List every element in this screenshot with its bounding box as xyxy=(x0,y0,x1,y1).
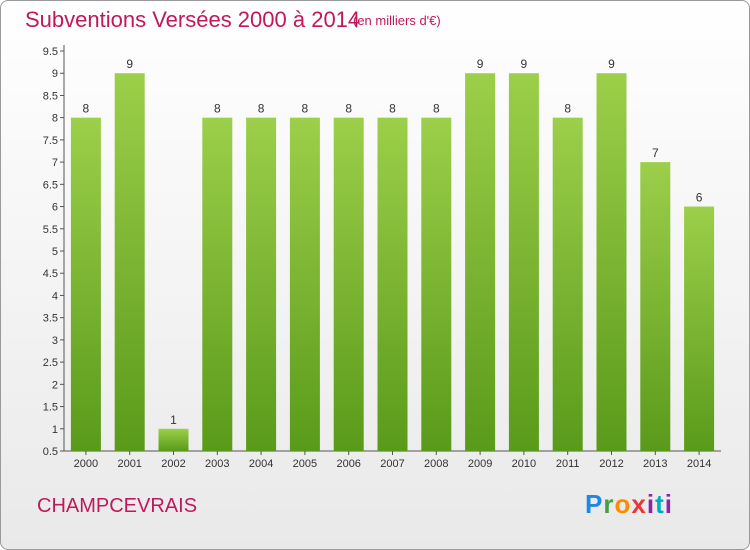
bar-value-label: 8 xyxy=(389,102,396,116)
bar xyxy=(333,117,364,452)
y-tick-label: 9 xyxy=(52,68,58,80)
x-tick-label: 2004 xyxy=(249,458,273,470)
chart-title: Subventions Versées 2000 à 2014 xyxy=(25,7,361,32)
y-tick-label: 7.5 xyxy=(43,135,58,147)
y-tick-label: 5 xyxy=(52,246,58,258)
bar-value-label: 8 xyxy=(258,102,265,116)
x-tick-label: 2003 xyxy=(205,458,229,470)
bar-value-label: 8 xyxy=(302,102,309,116)
y-tick-label: 5.5 xyxy=(43,224,58,236)
y-tick-label: 1 xyxy=(52,424,58,436)
bar xyxy=(202,117,233,452)
y-tick-label: 4.5 xyxy=(43,268,58,280)
bar xyxy=(552,117,583,452)
bar-value-label: 7 xyxy=(652,146,659,160)
bar xyxy=(377,117,408,452)
y-tick-label: 0.5 xyxy=(43,446,58,458)
proxiti-logo: Proxiti xyxy=(585,489,673,519)
bar-value-label: 9 xyxy=(477,57,484,71)
bar xyxy=(70,117,101,452)
y-tick-label: 6 xyxy=(52,202,58,214)
y-tick-label: 8 xyxy=(52,113,58,125)
chart-unit: (en milliers d'€) xyxy=(353,13,441,28)
y-tick-label: 8.5 xyxy=(43,90,58,102)
bar xyxy=(684,206,715,451)
y-tick-label: 1.5 xyxy=(43,402,58,414)
bar-value-label: 8 xyxy=(433,102,440,116)
x-tick-label: 2012 xyxy=(599,458,623,470)
x-tick-label: 2010 xyxy=(512,458,536,470)
bar xyxy=(158,428,189,451)
y-tick-label: 6.5 xyxy=(43,179,58,191)
bar-value-label: 8 xyxy=(564,102,571,116)
x-tick-label: 2002 xyxy=(161,458,185,470)
bar-value-label: 9 xyxy=(608,57,615,71)
x-tick-label: 2005 xyxy=(293,458,317,470)
y-tick-label: 3.5 xyxy=(43,313,58,325)
bar xyxy=(289,117,320,452)
bar xyxy=(640,162,671,451)
bar-value-label: 8 xyxy=(83,102,90,116)
bar-value-label: 9 xyxy=(521,57,528,71)
y-tick-label: 9.5 xyxy=(43,46,58,58)
x-tick-label: 2007 xyxy=(380,458,404,470)
x-tick-label: 2008 xyxy=(424,458,448,470)
x-tick-label: 2001 xyxy=(117,458,141,470)
bar-value-label: 8 xyxy=(214,102,221,116)
bar xyxy=(114,73,145,451)
y-tick-label: 2 xyxy=(52,379,58,391)
x-tick-label: 2000 xyxy=(74,458,98,470)
bar xyxy=(596,73,627,451)
bar-value-label: 8 xyxy=(345,102,352,116)
bar xyxy=(465,73,496,451)
x-tick-label: 2014 xyxy=(687,458,711,470)
y-tick-label: 7 xyxy=(52,157,58,169)
y-tick-label: 2.5 xyxy=(43,357,58,369)
y-tick-label: 3 xyxy=(52,335,58,347)
bar-value-label: 6 xyxy=(696,191,703,205)
bar xyxy=(246,117,277,452)
bar-value-label: 1 xyxy=(170,413,177,427)
x-tick-label: 2009 xyxy=(468,458,492,470)
x-tick-label: 2013 xyxy=(643,458,667,470)
bar xyxy=(421,117,452,452)
bar xyxy=(508,73,539,451)
commune-name: CHAMPCEVRAIS xyxy=(37,495,198,517)
y-tick-label: 4 xyxy=(52,290,58,302)
x-tick-label: 2006 xyxy=(336,458,360,470)
bar-value-label: 9 xyxy=(126,57,133,71)
x-tick-label: 2011 xyxy=(556,458,580,470)
